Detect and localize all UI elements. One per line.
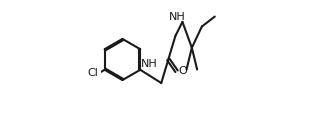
Text: O: O	[179, 66, 188, 76]
Text: NH: NH	[141, 59, 158, 69]
Text: Cl: Cl	[87, 68, 98, 78]
Text: NH: NH	[169, 12, 186, 22]
